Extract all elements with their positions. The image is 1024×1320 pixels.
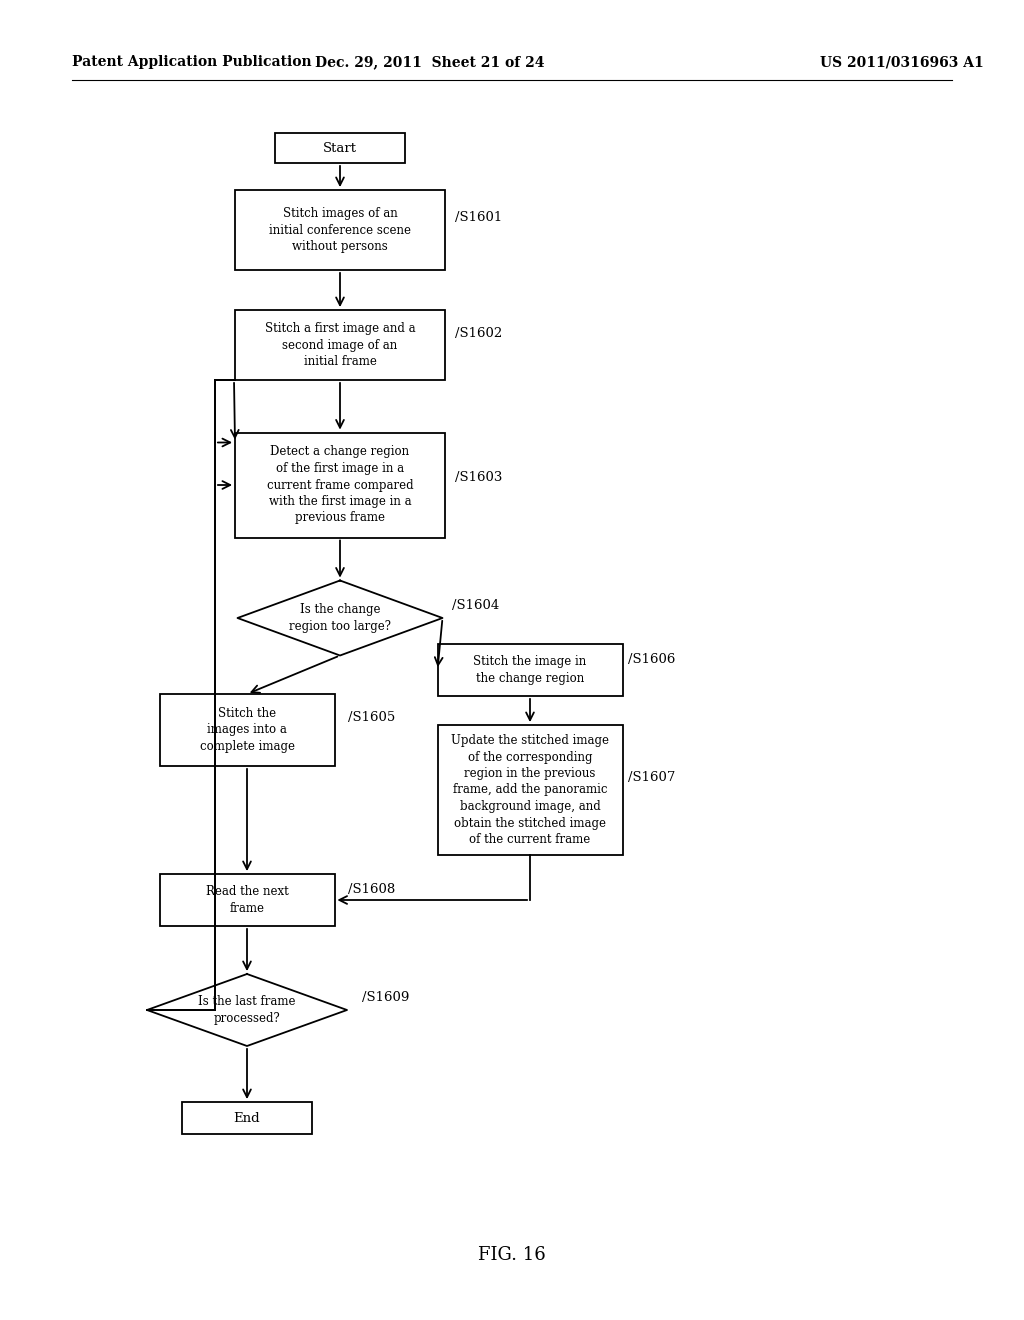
Text: End: End [233, 1111, 260, 1125]
Text: /S1601: /S1601 [455, 211, 502, 224]
Text: /S1604: /S1604 [452, 598, 500, 611]
Polygon shape [238, 581, 442, 656]
Text: Stitch a first image and a
second image of an
initial frame: Stitch a first image and a second image … [264, 322, 416, 368]
Text: /S1609: /S1609 [362, 991, 410, 1005]
FancyBboxPatch shape [160, 694, 335, 766]
Text: /S1606: /S1606 [628, 653, 676, 667]
Text: Update the stitched image
of the corresponding
region in the previous
frame, add: Update the stitched image of the corresp… [451, 734, 609, 846]
FancyBboxPatch shape [234, 190, 445, 271]
FancyBboxPatch shape [182, 1102, 312, 1134]
FancyBboxPatch shape [437, 725, 623, 855]
Text: FIG. 16: FIG. 16 [478, 1246, 546, 1265]
Text: Stitch the
images into a
complete image: Stitch the images into a complete image [200, 708, 295, 752]
Text: Is the last frame
processed?: Is the last frame processed? [199, 995, 296, 1024]
Text: Dec. 29, 2011  Sheet 21 of 24: Dec. 29, 2011 Sheet 21 of 24 [315, 55, 545, 69]
Text: Is the change
region too large?: Is the change region too large? [289, 603, 391, 632]
FancyBboxPatch shape [275, 133, 406, 162]
Text: Stitch images of an
initial conference scene
without persons: Stitch images of an initial conference s… [269, 207, 411, 253]
FancyBboxPatch shape [160, 874, 335, 927]
Text: /S1608: /S1608 [348, 883, 395, 896]
Text: Start: Start [323, 141, 357, 154]
Text: Patent Application Publication: Patent Application Publication [72, 55, 311, 69]
Text: Read the next
frame: Read the next frame [206, 886, 289, 915]
Text: /S1607: /S1607 [628, 771, 676, 784]
Text: /S1602: /S1602 [455, 326, 502, 339]
FancyBboxPatch shape [234, 433, 445, 537]
FancyBboxPatch shape [234, 310, 445, 380]
FancyBboxPatch shape [437, 644, 623, 696]
Polygon shape [147, 974, 347, 1045]
Text: US 2011/0316963 A1: US 2011/0316963 A1 [820, 55, 984, 69]
Text: Detect a change region
of the first image in a
current frame compared
with the f: Detect a change region of the first imag… [266, 446, 414, 524]
Text: Stitch the image in
the change region: Stitch the image in the change region [473, 655, 587, 685]
Text: /S1603: /S1603 [455, 471, 503, 484]
Text: /S1605: /S1605 [348, 711, 395, 725]
